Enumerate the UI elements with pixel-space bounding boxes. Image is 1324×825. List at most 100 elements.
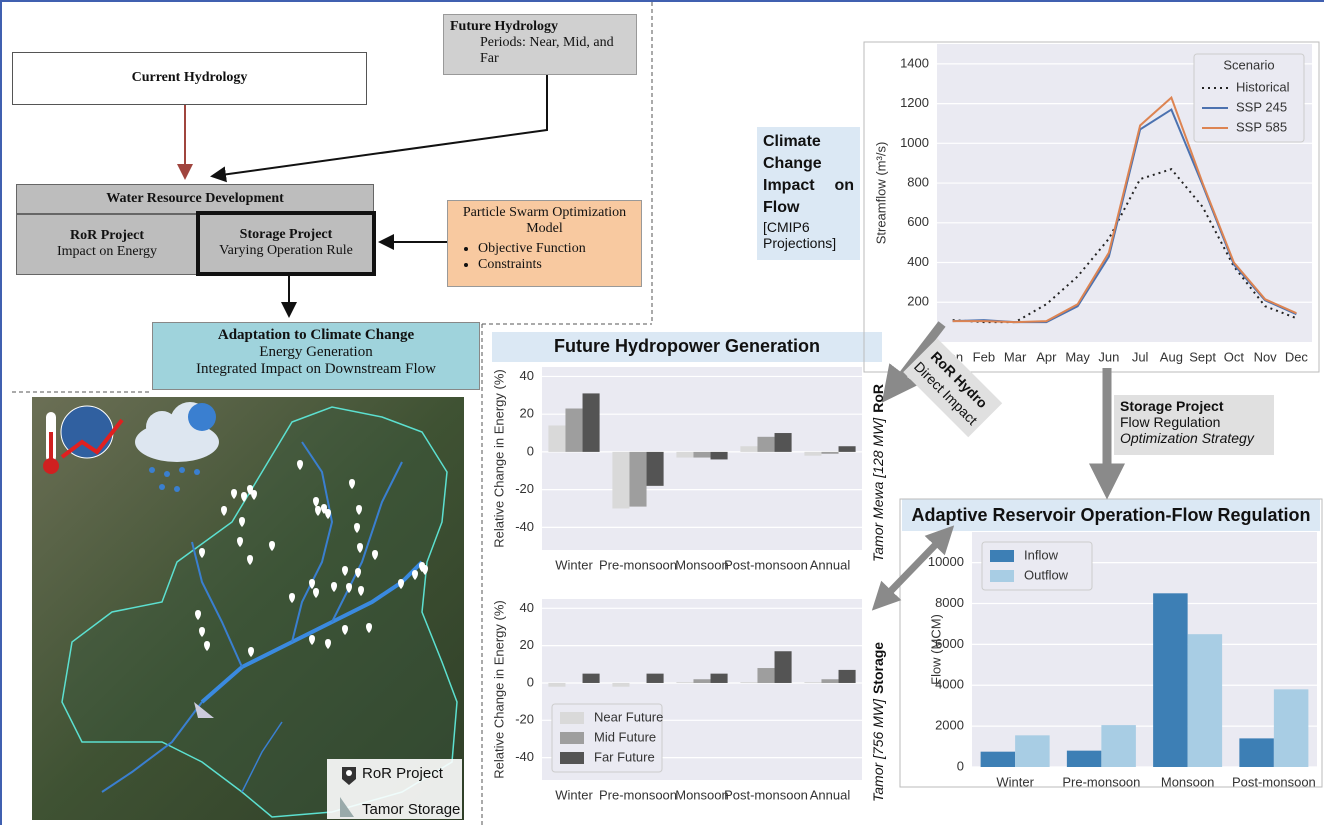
y-axis-label: Streamflow (m³/s) [873, 142, 888, 245]
bar [565, 409, 582, 452]
y-axis-label: Flow (MCM) [928, 614, 943, 685]
legend-label: SSP 585 [1236, 119, 1287, 134]
bar [804, 452, 821, 456]
box-title: Storage Project [200, 227, 372, 243]
x-tick-label: Feb [973, 349, 995, 364]
box-title: Water Resource Development [17, 191, 373, 207]
x-tick-label: Monsoon [675, 557, 728, 572]
current-hydrology-box: Current Hydrology [12, 52, 367, 105]
bar [711, 452, 728, 460]
ror-project-box: RoR ProjectImpact on Energy [16, 214, 198, 275]
bar [839, 670, 856, 683]
page: RoR Project Tamor Storage 20040060080010… [0, 0, 1324, 825]
y-tick-label: 2000 [935, 718, 964, 733]
wrd-box: Water Resource Development [16, 184, 374, 214]
bar [1274, 689, 1309, 767]
map-legend-label: RoR Project [362, 765, 444, 782]
y-tick-label: 0 [527, 674, 534, 689]
chart: -40-2002040WinterPre-monsoonMonsoonPost-… [491, 599, 862, 802]
bar [1239, 738, 1274, 767]
legend-swatch [990, 550, 1014, 562]
x-tick-label: Aug [1160, 349, 1183, 364]
legend-swatch [560, 752, 584, 764]
legend-label: Inflow [1024, 547, 1059, 562]
bar [981, 752, 1016, 767]
box-title: Storage Project [1120, 398, 1268, 414]
bar [821, 452, 838, 454]
y-tick-label: 0 [527, 443, 534, 458]
box-text: Varying Operation Rule [219, 243, 353, 258]
legend-label: Historical [1236, 79, 1290, 94]
legend-label: Far Future [594, 749, 655, 764]
legend-swatch [560, 732, 584, 744]
y-tick-label: 40 [520, 368, 534, 383]
map: RoR Project Tamor Storage [32, 397, 464, 820]
bar [676, 452, 693, 458]
y-tick-label: -40 [515, 519, 534, 534]
box-title: Future Hydrology [450, 19, 630, 35]
pso-list: Objective FunctionConstraints [452, 241, 637, 273]
bar [839, 446, 856, 452]
bar [548, 425, 565, 451]
x-tick-label: Monsoon [1161, 774, 1214, 789]
x-tick-label: Oct [1224, 349, 1245, 364]
legend-label: Near Future [594, 709, 663, 724]
x-tick-label: Apr [1036, 349, 1057, 364]
y-tick-label: 20 [520, 406, 534, 421]
legend-title: Scenario [1223, 57, 1274, 72]
x-tick-label: Monsoon [675, 787, 728, 802]
y-tick-label: 20 [520, 637, 534, 652]
y-tick-label: 800 [907, 175, 929, 190]
y-tick-label: 10000 [928, 554, 964, 569]
x-tick-label: Nov [1254, 349, 1278, 364]
box-title: RoR Project [17, 228, 197, 244]
bar [693, 452, 710, 458]
bar [757, 668, 774, 683]
bar [612, 452, 629, 509]
x-tick-label: Annual [810, 787, 851, 802]
bar [757, 437, 774, 452]
box-title: Adaptation to Climate Change [153, 327, 479, 344]
legend-swatch [990, 570, 1014, 582]
bar [647, 674, 664, 683]
x-tick-label: Winter [555, 557, 593, 572]
y-tick-label: 1400 [900, 55, 929, 70]
x-tick-label: Jan [942, 349, 963, 364]
box-text: Optimization Strategy [1120, 430, 1268, 446]
y-axis-label: Relative Change in Energy (%) [491, 600, 506, 778]
x-tick-label: Post-monsoon [1232, 774, 1316, 789]
bar [740, 682, 757, 683]
bar [583, 674, 600, 683]
bar [804, 682, 821, 683]
x-tick-label: Mar [1004, 349, 1027, 364]
x-tick-label: Pre-monsoon [599, 787, 677, 802]
box-title: Current Hydrology [13, 70, 366, 86]
pso-box: Particle Swarm Optimization Model Object… [447, 200, 642, 287]
bar [548, 683, 565, 687]
y-tick-label: 0 [957, 758, 964, 773]
x-tick-label: Jun [1098, 349, 1119, 364]
chart: -40-2002040WinterPre-monsoonMonsoonPost-… [491, 336, 862, 573]
y-tick-label: 8000 [935, 595, 964, 610]
bar [693, 679, 710, 683]
y-axis-label: Relative Change in Energy (%) [491, 369, 506, 547]
y-tick-label: 1200 [900, 95, 929, 110]
box-text: Periods: Near, Mid, and Far [450, 35, 630, 67]
x-tick-label: Annual [810, 557, 851, 572]
bar [775, 433, 792, 452]
climate-impact-box: Climate Change Impact on Flow[CMIP6 Proj… [757, 127, 860, 260]
bar [1015, 735, 1050, 767]
box-title: Particle Swarm Optimization Model [452, 205, 637, 237]
bar [629, 452, 646, 507]
bar [1067, 751, 1102, 767]
y-tick-label: 200 [907, 294, 929, 309]
x-tick-label: Post-monsoon [724, 557, 808, 572]
bar [1153, 593, 1188, 767]
legend-label: Outflow [1024, 567, 1069, 582]
